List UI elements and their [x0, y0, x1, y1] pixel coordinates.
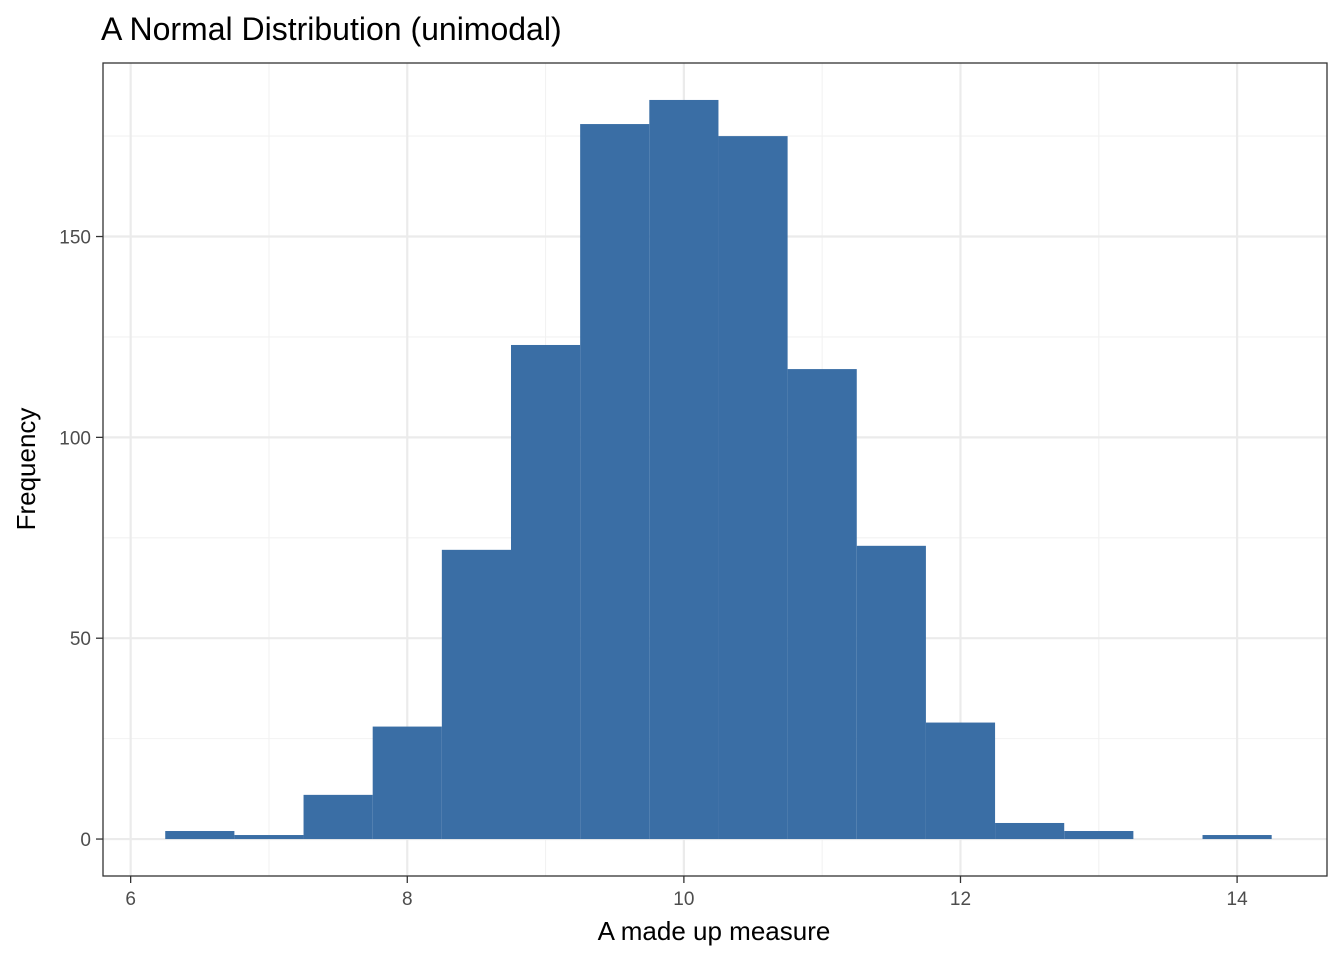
histogram-bar: [511, 344, 581, 840]
y-tick-label: 50: [70, 629, 91, 650]
histogram-bar: [1202, 835, 1272, 840]
histogram-bar: [649, 99, 719, 840]
y-tick-label: 150: [59, 228, 91, 249]
x-tick-label: 14: [1227, 889, 1249, 910]
histogram-bar: [856, 545, 926, 840]
panel-border: [102, 62, 1328, 877]
histogram-bar: [441, 549, 511, 840]
histogram-bar: [995, 822, 1065, 840]
x-tick-label: 6: [125, 889, 136, 910]
histogram-bar: [925, 722, 996, 840]
y-tick-label: 0: [80, 830, 91, 851]
histogram-bar: [580, 124, 650, 840]
x-axis-ticks: 6 8 10 12 14: [125, 876, 1248, 910]
histogram-bar: [234, 835, 304, 840]
y-axis-ticks: 0 50 100 150: [59, 228, 103, 851]
histogram-bar: [372, 726, 442, 840]
histogram-bar: [718, 136, 788, 840]
histogram-bars: [165, 99, 1272, 840]
histogram-bar: [787, 369, 857, 840]
x-tick-label: 8: [402, 889, 413, 910]
histogram-bar: [303, 794, 373, 840]
y-tick-label: 100: [59, 428, 91, 449]
x-tick-label: 12: [950, 889, 971, 910]
histogram-bar: [1064, 831, 1134, 840]
x-axis-title: A made up measure: [598, 916, 831, 946]
y-axis-title: Frequency: [11, 408, 41, 531]
chart-title: A Normal Distribution (unimodal): [101, 11, 562, 47]
x-tick-label: 10: [673, 889, 694, 910]
histogram-bar: [165, 831, 235, 840]
